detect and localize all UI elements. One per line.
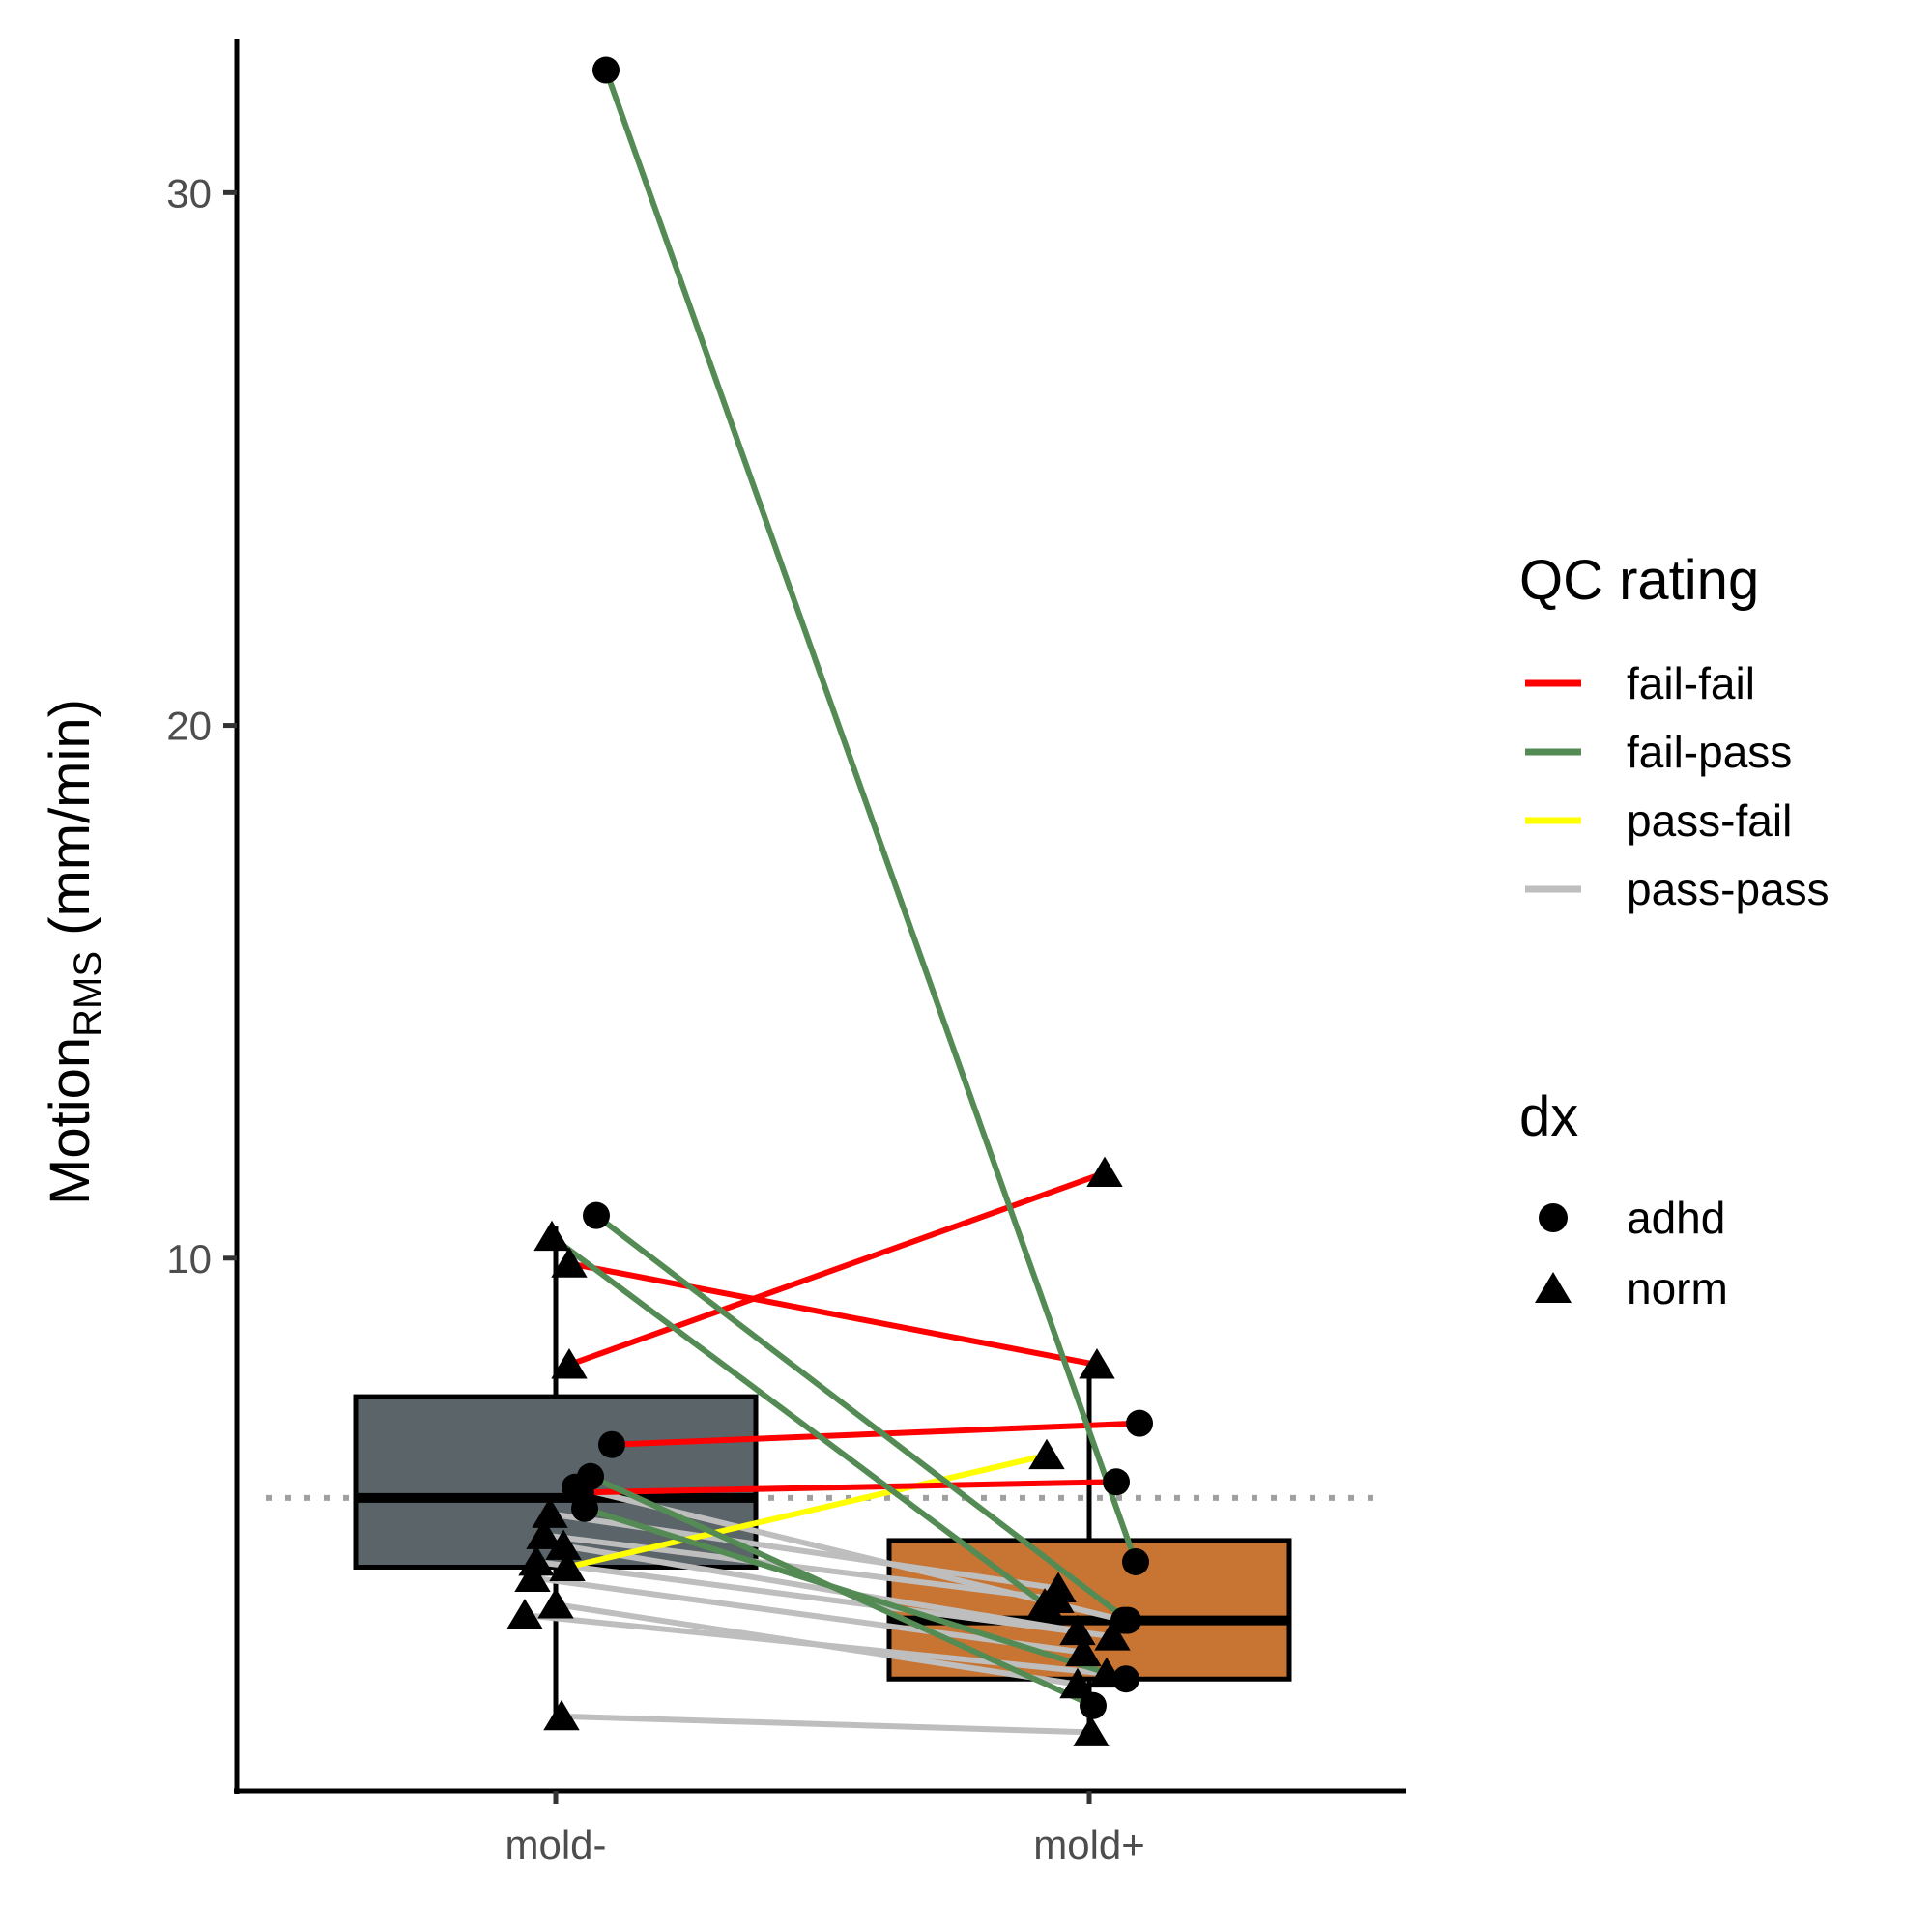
- point-norm: [549, 1550, 586, 1581]
- legend: QC rating dx fail-fail fail-pass pass-fail…: [1519, 549, 1830, 1313]
- point-norm: [532, 1497, 568, 1528]
- y-tick-label: 20: [166, 704, 212, 749]
- point-norm: [1073, 1716, 1110, 1746]
- point-adhd: [1103, 1468, 1130, 1496]
- point-norm: [1088, 1657, 1125, 1688]
- points-layer: [506, 56, 1153, 1746]
- pair-lines-layer: [524, 69, 1140, 1736]
- y-tick-label: 10: [166, 1236, 212, 1282]
- legend-label-pass-pass: pass-pass: [1627, 864, 1830, 914]
- legend-label-fail-pass: fail-pass: [1627, 727, 1792, 777]
- point-norm: [1059, 1614, 1096, 1646]
- legend-label-norm: norm: [1627, 1263, 1728, 1313]
- point-norm: [1038, 1582, 1075, 1614]
- point-norm: [551, 1348, 588, 1379]
- pair-line-fail-fail: [567, 1169, 1107, 1368]
- pair-line-fail-pass: [603, 69, 1139, 1563]
- y-tick-label: 30: [166, 170, 212, 216]
- boxplot-layer: [353, 1226, 1292, 1733]
- point-norm: [533, 1220, 570, 1252]
- point-adhd: [1122, 1547, 1149, 1575]
- legend-label-fail-fail: fail-fail: [1627, 658, 1755, 708]
- x-tick-label: mold-: [505, 1822, 606, 1867]
- legend-key-norm: [1535, 1272, 1572, 1303]
- point-norm: [1079, 1348, 1115, 1379]
- pair-line-fail-fail: [580, 1479, 1117, 1496]
- y-axis-title: MotionRMS (mm/min): [39, 699, 109, 1205]
- y-axis-title-unit: (mm/min): [39, 699, 101, 951]
- point-norm: [537, 1588, 574, 1619]
- point-norm: [543, 1699, 580, 1731]
- point-norm: [545, 1529, 582, 1560]
- point-norm: [1086, 1156, 1123, 1188]
- point-adhd: [598, 1430, 625, 1458]
- legend-label-adhd: adhd: [1627, 1193, 1725, 1243]
- point-norm: [1065, 1635, 1102, 1667]
- point-norm: [518, 1544, 555, 1576]
- point-adhd: [562, 1473, 589, 1501]
- point-norm: [506, 1599, 543, 1629]
- pair-line-pass-pass: [535, 1559, 1113, 1640]
- pair-line-pass-fail: [566, 1452, 1048, 1571]
- legend-title-dx: dx: [1519, 1085, 1578, 1148]
- pair-line-fail-pass: [550, 1234, 1047, 1607]
- point-norm: [1094, 1620, 1131, 1651]
- point-adhd: [1080, 1691, 1107, 1719]
- legend-label-pass-fail: pass-fail: [1627, 795, 1792, 846]
- pair-line-pass-pass: [561, 1713, 1092, 1736]
- x-tick-label: mold+: [1033, 1822, 1145, 1867]
- pair-line-pass-pass: [543, 1532, 1057, 1602]
- point-norm: [1059, 1667, 1096, 1699]
- point-adhd: [1110, 1606, 1138, 1634]
- pair-line-pass-pass: [524, 1612, 1108, 1677]
- pair-line-pass-pass: [532, 1574, 1084, 1656]
- y-axis-title-subscript: RMS: [67, 951, 109, 1037]
- point-adhd: [592, 56, 620, 84]
- y-axis-title-main: Motion: [39, 1037, 101, 1205]
- pair-line-fail-pass: [584, 1505, 1127, 1683]
- legend-key-adhd: [1539, 1203, 1568, 1232]
- pair-line-fail-fail: [568, 1260, 1098, 1368]
- pair-line-fail-fail: [611, 1420, 1140, 1448]
- point-norm: [1028, 1438, 1065, 1470]
- legend-title-qc: QC rating: [1519, 549, 1759, 612]
- axes-layer: 10 20 30 mold-mold+: [166, 39, 1406, 1867]
- point-norm: [551, 1247, 588, 1278]
- pair-line-pass-pass: [562, 1543, 1079, 1634]
- point-adhd: [583, 1201, 610, 1229]
- point-norm: [514, 1561, 551, 1592]
- pair-line-fail-pass: [594, 1213, 1130, 1623]
- point-norm: [526, 1518, 562, 1549]
- point-adhd: [1126, 1409, 1153, 1437]
